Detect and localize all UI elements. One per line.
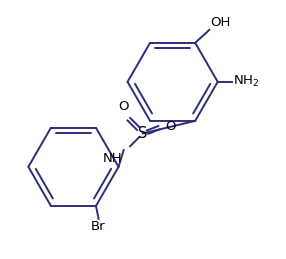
Text: O: O [166,120,176,133]
Text: OH: OH [210,16,231,29]
Text: O: O [118,100,129,113]
Text: NH: NH [103,152,122,165]
Text: Br: Br [91,220,106,233]
Text: NH$_2$: NH$_2$ [233,74,260,89]
Text: S: S [138,126,148,141]
